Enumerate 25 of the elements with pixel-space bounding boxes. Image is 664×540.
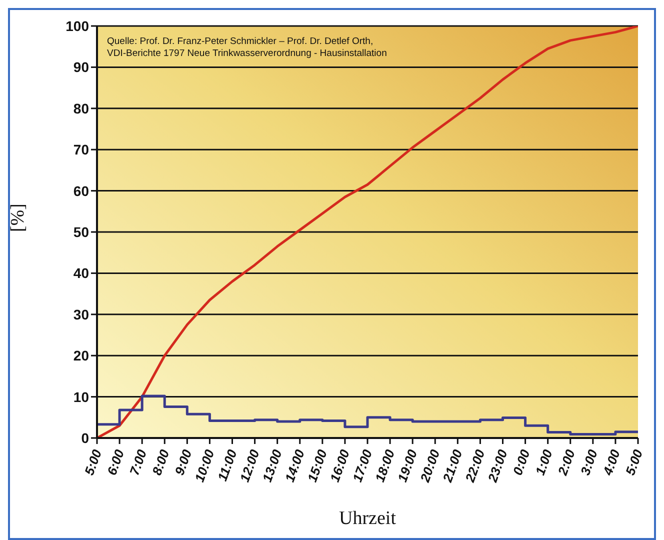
y-tick-label: 30 <box>73 306 90 322</box>
y-tick-label: 50 <box>73 224 90 240</box>
x-tick-label: 8:00 <box>149 446 172 478</box>
y-tick-label: 90 <box>73 59 90 76</box>
x-tick-label: 0:00 <box>510 446 534 478</box>
x-tick-label: 1:00 <box>532 446 556 478</box>
x-axis-title: Uhrzeit <box>339 508 397 529</box>
y-tick-label: 70 <box>73 142 90 158</box>
y-tick-label: 40 <box>73 265 90 282</box>
annotation: VDI-Berichte 1797 Neue Trinkwasserverordnung - Hausinstallation <box>107 48 387 60</box>
x-tick-label: 3:00 <box>577 446 601 478</box>
x-tick-label: 7:00 <box>126 446 150 478</box>
y-tick-label: 60 <box>73 182 90 199</box>
y-tick-label: 100 <box>66 18 90 34</box>
y-tick-label: 0 <box>81 430 90 446</box>
y-tick-label: 80 <box>73 100 90 116</box>
x-tick-label: 5:00 <box>82 446 105 478</box>
x-tick-label: 4:00 <box>600 446 624 478</box>
y-axis-title: [%] <box>8 204 29 232</box>
x-tick-label: 6:00 <box>104 446 128 478</box>
y-tick-label: 10 <box>73 388 90 405</box>
x-tick-label: 5:00 <box>622 446 646 478</box>
x-tick-label: 2:00 <box>554 446 578 478</box>
annotation: Quelle: Prof. Dr. Franz-Peter Schmickler – Prof. Dr. Detlef Orth, <box>107 36 374 48</box>
y-tick-label: 20 <box>73 348 90 364</box>
